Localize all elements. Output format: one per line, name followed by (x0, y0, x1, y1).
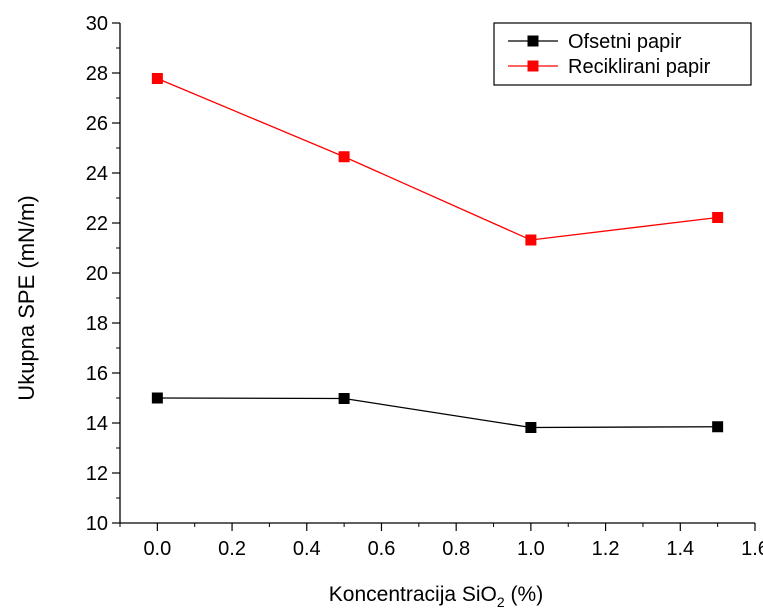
y-tick-label: 24 (86, 163, 108, 185)
x-axis-label: Koncentracija SiO2 (%) (329, 583, 543, 610)
y-axis-label: Ukupna SPE (mN/m) (14, 195, 39, 400)
y-tick-label: 20 (86, 263, 108, 285)
series-0 (151, 392, 724, 433)
x-tick-label: 0.0 (143, 538, 171, 560)
legend-label: Ofsetni papir (568, 31, 682, 53)
legend: Ofsetni papir Reciklirani papir (493, 22, 752, 86)
x-tick-label: 1.4 (666, 538, 694, 560)
data-point (151, 392, 163, 404)
x-tick-label: 0.4 (293, 538, 321, 560)
x-tick-label: 1.2 (592, 538, 620, 560)
data-point (338, 393, 350, 404)
data-point (151, 73, 163, 84)
legend-label: Reciklirani papir (568, 56, 711, 78)
data-point (525, 234, 537, 246)
series-1 (151, 73, 724, 246)
x-axis-label-main: Koncentracija SiO (329, 583, 497, 606)
legend-box (493, 22, 752, 86)
x-tick-label: 1.6 (741, 538, 763, 560)
x-tick-label: 0.8 (442, 538, 470, 560)
x-tick-label: 0.2 (218, 538, 246, 560)
data-point (712, 421, 724, 433)
y-tick-label: 14 (86, 413, 108, 435)
data-point (338, 151, 350, 163)
y-tick-label: 30 (86, 13, 108, 35)
y-tick-label: 10 (86, 513, 108, 535)
y-tick-label: 18 (86, 313, 108, 335)
x-tick-label: 1.0 (517, 538, 545, 560)
axes: 10 12 14 16 18 20 22 24 26 28 30 0.0 0.2 0.4 0.6 0.8 1.0… (86, 13, 763, 560)
data-point (712, 212, 724, 223)
legend-marker (527, 60, 539, 72)
x-tick-label: 0.6 (368, 538, 396, 560)
y-tick-label: 28 (86, 63, 108, 85)
y-tick-label: 26 (86, 113, 108, 135)
y-tick-label: 22 (86, 213, 108, 235)
x-axis-label-tail: (%) (505, 583, 544, 606)
data-point (525, 422, 537, 433)
x-axis-label-sub: 2 (497, 594, 505, 610)
y-tick-label: 16 (86, 363, 108, 385)
y-tick-label: 12 (86, 463, 108, 485)
series-line (157, 77, 718, 241)
legend-marker (527, 35, 539, 47)
series-layer (151, 73, 724, 433)
series-line (157, 397, 718, 429)
